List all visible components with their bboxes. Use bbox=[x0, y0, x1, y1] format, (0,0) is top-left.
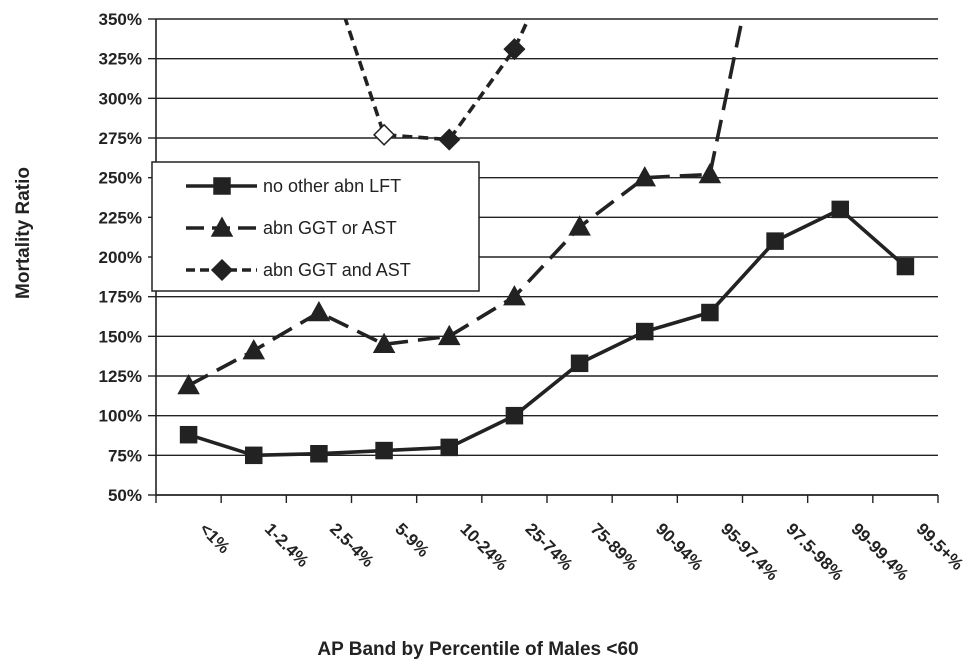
series-1-point bbox=[506, 408, 522, 424]
series-1-point bbox=[637, 324, 653, 340]
y-tick-labels: 50% 75% 100% 125% 150% 175% 200% 225% 250% 275% 30… bbox=[99, 10, 142, 505]
y-tick-label: 100% bbox=[99, 407, 142, 426]
series-3-point bbox=[374, 125, 394, 145]
y-tick-label: 75% bbox=[108, 446, 142, 465]
legend-label-3: abn GGT and AST bbox=[263, 260, 411, 280]
series-2-point bbox=[244, 341, 264, 359]
series-1-point bbox=[767, 233, 783, 249]
legend-marker-1 bbox=[214, 178, 230, 194]
x-tick-label: 90-94% bbox=[652, 519, 707, 574]
x-tick-labels: <1% 1-2.4% 2.5-4% 5-9% 10-24% 25-74% 75-89% 90-… bbox=[196, 519, 967, 584]
series-1-point bbox=[702, 305, 718, 321]
y-tick-label: 250% bbox=[99, 169, 142, 188]
series-line-3 bbox=[319, 0, 580, 140]
y-tick-label: 300% bbox=[99, 89, 142, 108]
y-tick-label: 275% bbox=[99, 129, 142, 148]
y-tick-label: 225% bbox=[99, 208, 142, 227]
x-tick-label: 5-9% bbox=[391, 519, 432, 560]
x-tick-label: 97.5-98% bbox=[782, 519, 847, 584]
y-tick-label: 175% bbox=[99, 288, 142, 307]
y-tick-label: 150% bbox=[99, 327, 142, 346]
y-axis-title: Mortality Ratio bbox=[13, 167, 34, 299]
series-1-point bbox=[376, 443, 392, 459]
x-tick-label: 75-89% bbox=[587, 519, 642, 574]
legend-label-2: abn GGT or AST bbox=[263, 218, 397, 238]
x-tick-label: 99.5+% bbox=[913, 519, 968, 574]
legend: no other abn LFT abn GGT or AST abn GGT an… bbox=[152, 162, 479, 291]
x-tick-label: <1% bbox=[196, 519, 234, 557]
x-tick-label: 1-2.4% bbox=[261, 519, 313, 571]
y-tick-label: 125% bbox=[99, 367, 142, 386]
series-2-point bbox=[439, 326, 459, 344]
x-axis-title: AP Band by Percentile of Males <60 bbox=[317, 639, 638, 660]
y-tick-label: 200% bbox=[99, 248, 142, 267]
series-1-point bbox=[441, 439, 457, 455]
x-tick-label: 2.5-4% bbox=[326, 519, 378, 571]
y-tick-label: 325% bbox=[99, 50, 142, 69]
series-2-point bbox=[309, 303, 329, 321]
y-tick-label: 50% bbox=[108, 486, 142, 505]
series-1-point bbox=[311, 446, 327, 462]
series-2-point bbox=[700, 164, 720, 182]
series-1-point bbox=[246, 447, 262, 463]
series-2-point bbox=[179, 376, 199, 394]
y-tick-label: 350% bbox=[99, 10, 142, 29]
x-tick-label: 95-97.4% bbox=[717, 519, 782, 584]
x-tick-label: 25-74% bbox=[522, 519, 577, 574]
x-tick-label: 99-99.4% bbox=[847, 519, 912, 584]
series-1-point bbox=[832, 201, 848, 217]
series-1-point bbox=[181, 427, 197, 443]
series-1-point bbox=[572, 355, 588, 371]
series-1-point bbox=[897, 259, 913, 275]
x-tick-label: 10-24% bbox=[456, 519, 511, 574]
legend-label-1: no other abn LFT bbox=[263, 176, 401, 196]
